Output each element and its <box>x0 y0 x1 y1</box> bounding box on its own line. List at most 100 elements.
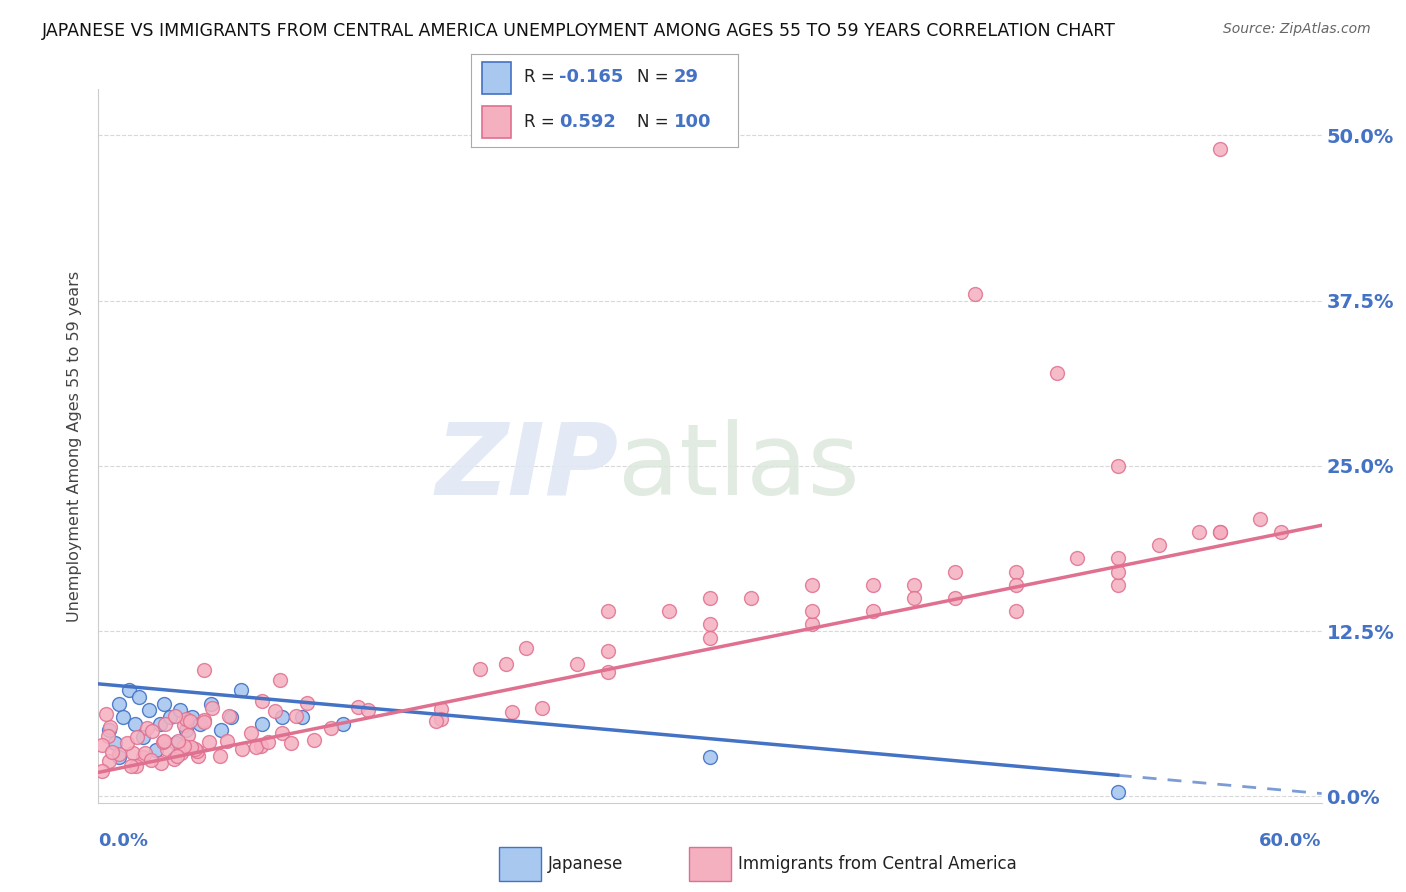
Text: JAPANESE VS IMMIGRANTS FROM CENTRAL AMERICA UNEMPLOYMENT AMONG AGES 55 TO 59 YEA: JAPANESE VS IMMIGRANTS FROM CENTRAL AMER… <box>42 22 1116 40</box>
Point <box>108 747 131 762</box>
Point <box>801 617 824 632</box>
Point <box>97 729 120 743</box>
Point <box>104 736 127 750</box>
Point <box>297 697 319 711</box>
Point <box>1004 565 1026 579</box>
Point <box>1107 458 1129 473</box>
Point <box>263 704 285 718</box>
Point <box>1209 142 1232 156</box>
Point <box>141 724 163 739</box>
Point <box>197 735 219 749</box>
Text: Japanese: Japanese <box>548 855 624 873</box>
Point <box>174 712 197 726</box>
Point <box>304 733 326 747</box>
Point <box>208 748 231 763</box>
Bar <box>482 106 512 138</box>
Text: R =: R = <box>524 113 555 131</box>
Point <box>215 734 238 748</box>
Point <box>1107 578 1129 592</box>
Point <box>101 746 124 760</box>
Point <box>699 631 721 645</box>
Point <box>180 739 202 754</box>
Point <box>193 714 215 728</box>
Point <box>862 578 884 592</box>
Point <box>231 741 253 756</box>
Point <box>965 287 987 301</box>
Point <box>138 703 160 717</box>
Point <box>1188 524 1211 539</box>
Text: R =: R = <box>524 69 555 87</box>
Text: 100: 100 <box>673 113 711 131</box>
Point <box>166 734 188 748</box>
Point <box>91 738 114 752</box>
Point <box>209 723 232 738</box>
Point <box>125 730 148 744</box>
Point <box>186 744 208 758</box>
Point <box>159 710 181 724</box>
Point <box>291 710 314 724</box>
Point <box>699 617 721 632</box>
Point <box>801 578 824 592</box>
Point <box>98 720 121 734</box>
Point <box>115 736 138 750</box>
Point <box>1249 511 1271 525</box>
Point <box>108 749 131 764</box>
Point <box>98 754 121 768</box>
Point <box>91 764 114 778</box>
Point <box>332 716 354 731</box>
Point <box>134 746 156 760</box>
Point <box>181 710 204 724</box>
Text: atlas: atlas <box>619 419 860 516</box>
Point <box>111 710 134 724</box>
Point <box>219 710 242 724</box>
Point <box>145 743 167 757</box>
Point <box>1107 551 1129 566</box>
Point <box>250 716 273 731</box>
Text: N =: N = <box>637 113 668 131</box>
Point <box>699 591 721 605</box>
Point <box>118 683 141 698</box>
Point <box>470 662 492 676</box>
Point <box>249 739 271 754</box>
Point <box>943 565 966 579</box>
Point <box>152 697 174 711</box>
Point <box>658 604 681 618</box>
Text: 29: 29 <box>673 69 699 87</box>
Point <box>193 663 215 677</box>
Point <box>347 699 370 714</box>
Point <box>269 673 291 688</box>
Point <box>565 657 588 671</box>
Point <box>598 665 620 679</box>
Point <box>1066 551 1088 566</box>
Point <box>96 707 118 722</box>
Text: 0.592: 0.592 <box>560 113 616 131</box>
Point <box>270 710 294 724</box>
Point <box>598 644 620 658</box>
Point <box>257 735 280 749</box>
Point <box>270 726 292 740</box>
Text: N =: N = <box>637 69 668 87</box>
Y-axis label: Unemployment Among Ages 55 to 59 years: Unemployment Among Ages 55 to 59 years <box>67 270 83 622</box>
Point <box>179 714 201 728</box>
Point <box>121 746 143 760</box>
Point <box>285 708 308 723</box>
Point <box>801 604 824 618</box>
Point <box>174 723 197 738</box>
Point <box>163 709 186 723</box>
Point <box>183 742 205 756</box>
Point <box>495 657 517 671</box>
Point <box>165 736 187 750</box>
Point <box>166 748 188 763</box>
Point <box>201 700 224 714</box>
Point <box>903 591 925 605</box>
Point <box>1107 565 1129 579</box>
Point <box>862 604 884 618</box>
Text: -0.165: -0.165 <box>560 69 623 87</box>
Text: ZIP: ZIP <box>436 419 619 516</box>
Point <box>187 748 209 763</box>
Point <box>1107 785 1129 799</box>
Point <box>173 739 195 753</box>
Point <box>515 641 537 656</box>
Point <box>531 701 554 715</box>
Point <box>280 736 302 750</box>
